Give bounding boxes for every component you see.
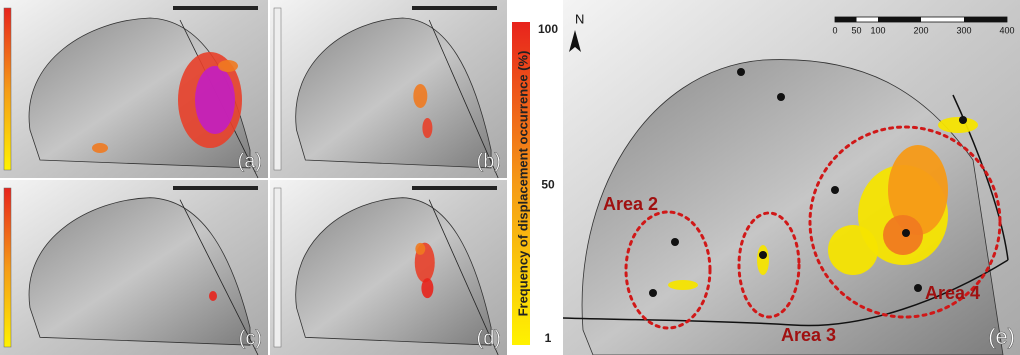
scale-label: 100 [870, 25, 885, 35]
map-panel: (a) [0, 0, 268, 178]
area-label: Area 4 [925, 283, 980, 303]
displacement-area [828, 225, 878, 275]
displacement-area [195, 66, 235, 134]
figure: (a) (b) (c) (d) Frequency of displacement oc… [0, 0, 1020, 355]
survey-point [914, 284, 922, 292]
survey-point [759, 251, 767, 259]
displacement-area [413, 84, 427, 108]
scale-label: 300 [956, 25, 971, 35]
displacement-area [92, 143, 108, 153]
area-label: Area 3 [781, 325, 836, 345]
survey-point [777, 93, 785, 101]
scale-label: 50 [851, 25, 861, 35]
legend-bar [274, 188, 281, 347]
scale-bar-segment [835, 17, 857, 22]
panel-label: (b) [477, 150, 501, 172]
survey-point [737, 68, 745, 76]
displacement-area [209, 291, 217, 301]
area-label: Area 2 [603, 194, 658, 214]
colorbar-tick-label: 1 [545, 331, 552, 345]
survey-point [902, 229, 910, 237]
map-panel: (d) [270, 180, 507, 355]
displacement-area [218, 60, 238, 72]
colorbar-title: Frequency of displacement occurrence (%) [515, 51, 530, 317]
legend-bar [4, 188, 11, 347]
panel-label: (d) [477, 327, 501, 349]
survey-point [671, 238, 679, 246]
scale-bar [412, 6, 497, 10]
displacement-area [938, 117, 978, 133]
scale-bar-segment [964, 17, 1007, 22]
survey-point [649, 289, 657, 297]
displacement-area [421, 278, 433, 298]
map-panel: (b) [270, 0, 507, 178]
displacement-area [422, 118, 432, 138]
displacement-area [668, 280, 698, 290]
scale-bar [173, 186, 258, 190]
survey-point [831, 186, 839, 194]
panel-label: (c) [239, 327, 262, 349]
colorbar-tick-label: 50 [541, 177, 555, 191]
scale-bar [173, 6, 258, 10]
panel-label: (e) [988, 324, 1015, 349]
scale-label: 200 [913, 25, 928, 35]
colorbar-tick-label: 100 [538, 22, 558, 36]
displacement-area [415, 243, 425, 255]
survey-point [959, 116, 967, 124]
scale-bar-segment [878, 17, 921, 22]
displacement-area [757, 245, 769, 275]
legend-bar [274, 8, 281, 170]
main-map: Area 2 Area 3 Area 4 N 0 50 100 200 300 400 (e) [563, 0, 1020, 355]
scale-bar [412, 186, 497, 190]
scale-label: 0 [832, 25, 837, 35]
panel-label: (a) [238, 150, 262, 172]
north-arrow-label: N [575, 11, 584, 26]
map-panel: (c) [0, 180, 268, 355]
legend-bar [4, 8, 11, 170]
scale-label: 400 [999, 25, 1014, 35]
